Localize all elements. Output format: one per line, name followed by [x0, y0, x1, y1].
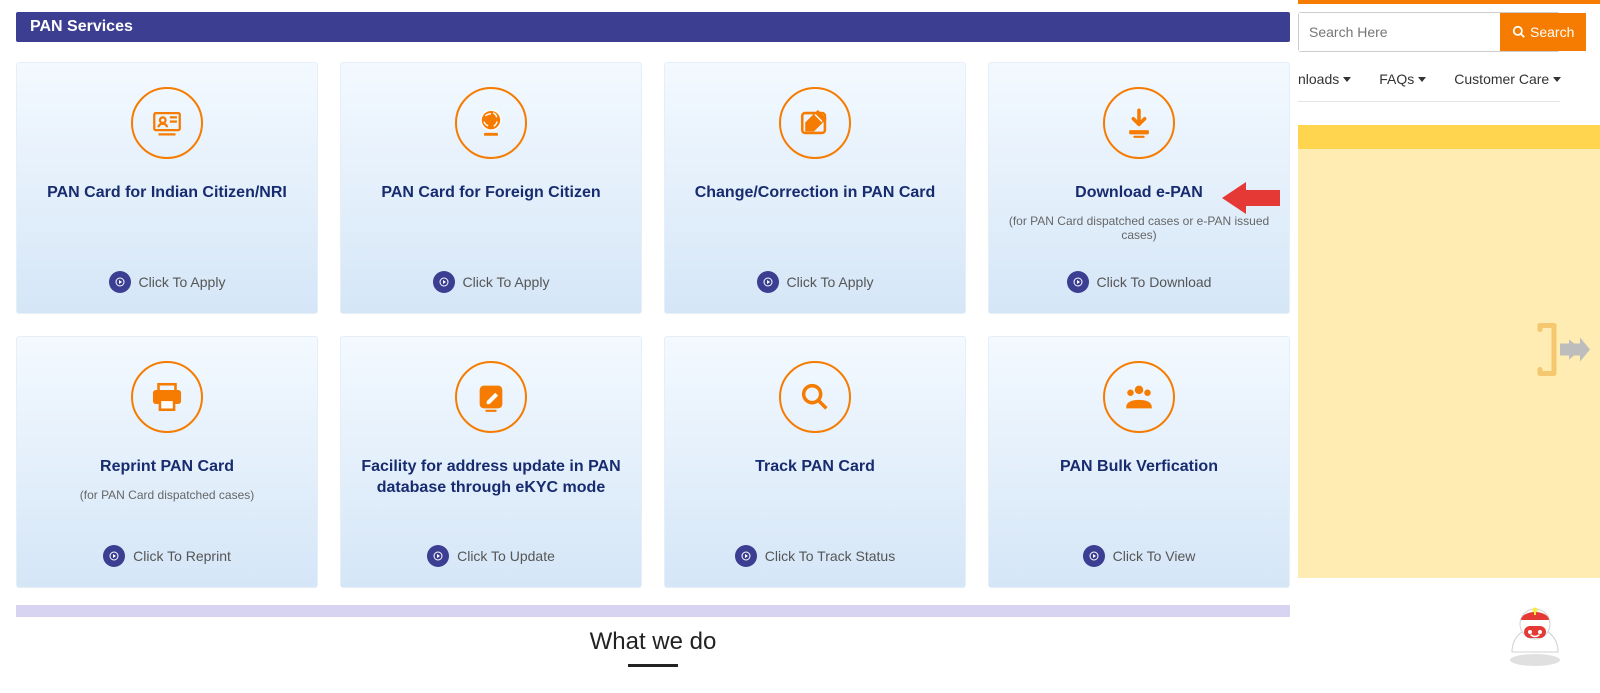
nav-faqs[interactable]: FAQs	[1379, 71, 1426, 87]
side-panel-header	[1298, 125, 1600, 149]
card-action[interactable]: Click To Update	[341, 545, 641, 567]
edit-solid-icon	[455, 361, 527, 433]
top-nav: nloads FAQs Customer Care	[1298, 62, 1560, 102]
arrow-badge-icon	[1067, 271, 1089, 293]
arrow-badge-icon	[1083, 545, 1105, 567]
login-arrow-icon[interactable]	[1526, 317, 1590, 386]
top-orange-strip	[1298, 0, 1600, 4]
card-title: PAN Card for Indian Citizen/NRI	[31, 183, 303, 204]
action-label: Click To Apply	[463, 274, 550, 290]
card-action[interactable]: Click To Apply	[665, 271, 965, 293]
card-action[interactable]: Click To Download	[989, 271, 1289, 293]
action-label: Click To Download	[1097, 274, 1212, 290]
search-icon	[779, 361, 851, 433]
card-subtitle: (for PAN Card dispatched cases)	[68, 488, 267, 502]
card-action[interactable]: Click To View	[989, 545, 1289, 567]
arrow-badge-icon	[109, 271, 131, 293]
action-label: Click To Reprint	[133, 548, 231, 564]
arrow-badge-icon	[103, 545, 125, 567]
card-reprint-pan[interactable]: Reprint PAN Card (for PAN Card dispatche…	[16, 336, 318, 588]
side-panel	[1298, 125, 1600, 578]
what-we-do-text: What we do	[16, 628, 1290, 656]
search-input[interactable]	[1299, 13, 1500, 51]
download-icon	[1103, 87, 1175, 159]
action-label: Click To Apply	[787, 274, 874, 290]
id-card-icon	[131, 87, 203, 159]
action-label: Click To Update	[457, 548, 555, 564]
globe-icon	[455, 87, 527, 159]
chevron-down-icon	[1553, 77, 1561, 82]
card-pan-foreign-citizen[interactable]: PAN Card for Foreign Citizen Click To Ap…	[340, 62, 642, 314]
print-icon	[131, 361, 203, 433]
search-container: Search	[1298, 12, 1560, 52]
chatbot-button[interactable]	[1500, 600, 1570, 675]
divider-strip	[16, 605, 1290, 617]
action-label: Click To Apply	[139, 274, 226, 290]
card-action[interactable]: Click To Track Status	[665, 545, 965, 567]
card-title: Facility for address update in PAN datab…	[341, 457, 641, 499]
card-bulk-verification[interactable]: PAN Bulk Verfication Click To View	[988, 336, 1290, 588]
pan-services-header: PAN Services	[16, 12, 1290, 42]
chevron-down-icon	[1343, 77, 1351, 82]
card-title: PAN Card for Foreign Citizen	[365, 183, 616, 204]
search-button[interactable]: Search	[1500, 13, 1586, 51]
search-icon	[1512, 25, 1526, 39]
section-title: PAN Services	[30, 18, 133, 36]
card-change-correction[interactable]: Change/Correction in PAN Card Click To A…	[664, 62, 966, 314]
card-action[interactable]: Click To Apply	[17, 271, 317, 293]
chevron-down-icon	[1418, 77, 1426, 82]
card-title: Change/Correction in PAN Card	[679, 183, 952, 204]
card-title: Track PAN Card	[739, 457, 891, 478]
card-pan-indian-citizen[interactable]: PAN Card for Indian Citizen/NRI Click To…	[16, 62, 318, 314]
nav-downloads[interactable]: nloads	[1298, 71, 1351, 87]
card-download-epan[interactable]: Download e-PAN (for PAN Card dispatched …	[988, 62, 1290, 314]
card-title: Reprint PAN Card	[84, 457, 250, 478]
heading-underline	[628, 664, 678, 667]
edit-icon	[779, 87, 851, 159]
users-icon	[1103, 361, 1175, 433]
arrow-badge-icon	[433, 271, 455, 293]
arrow-badge-icon	[735, 545, 757, 567]
service-card-grid: PAN Card for Indian Citizen/NRI Click To…	[16, 62, 1290, 588]
card-action[interactable]: Click To Apply	[341, 271, 641, 293]
card-track-pan[interactable]: Track PAN Card Click To Track Status	[664, 336, 966, 588]
card-subtitle: (for PAN Card dispatched cases or e-PAN …	[989, 214, 1289, 242]
arrow-badge-icon	[427, 545, 449, 567]
card-address-update-ekyc[interactable]: Facility for address update in PAN datab…	[340, 336, 642, 588]
search-button-label: Search	[1530, 24, 1574, 40]
what-we-do-heading: What we do	[16, 628, 1290, 667]
action-label: Click To Track Status	[765, 548, 895, 564]
action-label: Click To View	[1113, 548, 1196, 564]
card-title: PAN Bulk Verfication	[1044, 457, 1234, 478]
arrow-badge-icon	[757, 271, 779, 293]
nav-customer-care[interactable]: Customer Care	[1454, 71, 1561, 87]
card-title: Download e-PAN	[1059, 183, 1219, 204]
card-action[interactable]: Click To Reprint	[17, 545, 317, 567]
